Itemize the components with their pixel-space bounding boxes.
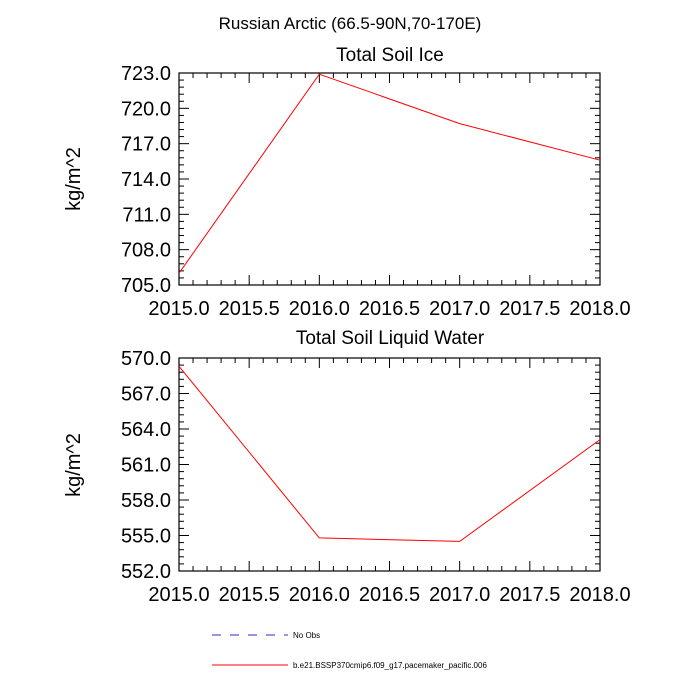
y-tick-label: 717.0: [121, 134, 171, 156]
series-line: [178, 73, 601, 274]
y-tick-label: 705.0: [121, 275, 171, 297]
y-tick-label: 555.0: [121, 526, 171, 548]
x-tick-label: 2017.5: [499, 298, 560, 320]
legend-obs-label: No Obs: [293, 631, 320, 640]
y-tick-label: 552.0: [121, 561, 171, 583]
x-tick-label: 2015.5: [219, 298, 280, 320]
y-axis-label: kg/m^2: [63, 147, 85, 211]
y-tick-label: 720.0: [121, 98, 171, 120]
x-tick-label: 2015.5: [219, 584, 280, 606]
x-tick-label: 2017.0: [429, 584, 490, 606]
panel-total-soil-liquid-water: Total Soil Liquid Water kg/m^2 2015.0 201…: [63, 328, 631, 606]
y-tick-label: 561.0: [121, 455, 171, 477]
y-tick-label: 708.0: [121, 240, 171, 262]
chart-title: Total Soil Liquid Water: [296, 328, 485, 349]
x-tick-label: 2016.0: [289, 584, 350, 606]
y-axis-label: kg/m^2: [63, 433, 85, 497]
x-tick-label: 2018.0: [569, 584, 630, 606]
panel-total-soil-ice: Total Soil Ice kg/m^2 2015.0 2015.5 2016.0…: [63, 45, 631, 320]
x-tick-label: 2015.0: [148, 584, 209, 606]
y-tick-label: 714.0: [121, 169, 171, 191]
y-tick-label: 558.0: [121, 490, 171, 512]
x-tick-label: 2017.0: [429, 298, 490, 320]
y-tick-label: 567.0: [121, 384, 171, 406]
series-line: [178, 365, 601, 542]
x-tick-label: 2018.0: [569, 298, 630, 320]
y-tick-label: 564.0: [121, 419, 171, 441]
y-tick-label: 711.0: [122, 204, 171, 226]
x-tick-label: 2017.5: [499, 584, 560, 606]
x-tick-label: 2016.5: [359, 298, 420, 320]
plot-frame: [178, 72, 601, 286]
x-tick-label: 2016.0: [289, 298, 350, 320]
chart-title: Total Soil Ice: [336, 45, 444, 66]
figure-title: Russian Arctic (66.5-90N,70-170E): [219, 14, 482, 33]
legend: No Obs b.e21.BSSP370cmip6.f09_g17.pacema…: [212, 631, 487, 670]
x-tick-label: 2015.0: [148, 298, 209, 320]
y-tick-label: 570.0: [121, 348, 171, 370]
x-tick-label: 2016.5: [359, 584, 420, 606]
legend-model-label: b.e21.BSSP370cmip6.f09_g17.pacemaker_pac…: [293, 661, 487, 670]
plot-frame: [178, 357, 601, 572]
y-tick-label: 723.0: [121, 63, 171, 85]
